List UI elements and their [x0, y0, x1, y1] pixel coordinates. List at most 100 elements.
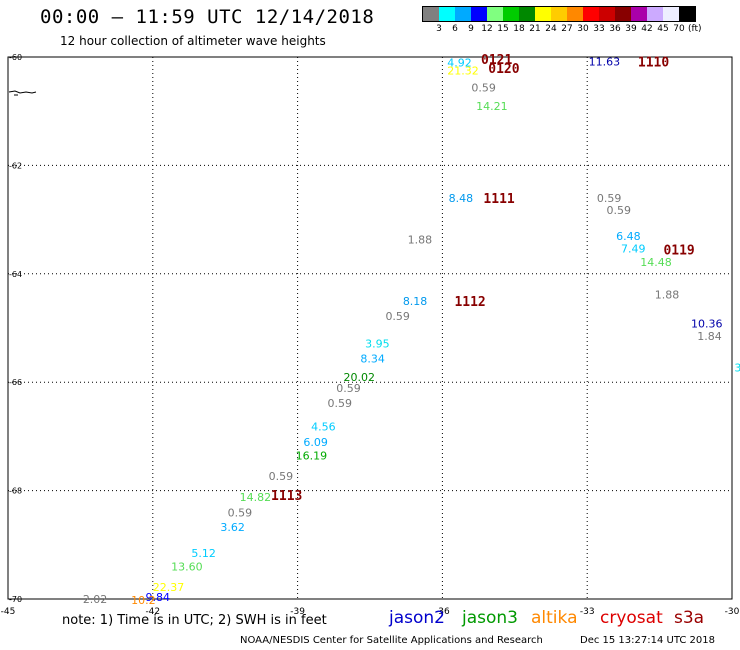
pass-time-label: 1111	[483, 192, 514, 207]
legend-label: 36	[609, 24, 621, 34]
wave-height-label: 9.84	[146, 591, 171, 604]
wave-height-label: 0.59	[228, 506, 253, 519]
legend-swatch	[631, 7, 647, 21]
wave-height-label: 6.48	[616, 230, 641, 243]
generated-timestamp: Dec 15 13:27:14 UTC 2018	[580, 635, 715, 646]
wave-height-label: 13.60	[171, 560, 203, 573]
legend-label: 39	[625, 24, 637, 34]
pass-time-label: 0121	[481, 53, 512, 68]
legend-swatch	[439, 7, 455, 21]
wave-height-label: 10.2	[131, 594, 156, 607]
wave-height-label: 11.63	[589, 55, 621, 68]
lat-tick-label: -62	[9, 161, 22, 170]
legend-label: 24	[545, 24, 557, 34]
wave-height-label: 8.34	[360, 352, 385, 365]
legend-label: 21	[529, 24, 541, 34]
lat-tick-label: -68	[9, 487, 22, 496]
footnote: note: 1) Time is in UTC; 2) SWH is in fe…	[62, 613, 327, 628]
legend-swatch	[679, 7, 695, 21]
wave-height-label: 3.8	[734, 362, 740, 375]
legend-label: 9	[468, 24, 474, 34]
wave-height-label: 16.19	[296, 449, 328, 462]
wave-height-label: 14.82	[240, 491, 272, 504]
wave-height-label: 0.59	[269, 470, 294, 483]
map-title: 00:00 – 11:59 UTC 12/14/2018	[40, 6, 375, 28]
pass-time-label: 0119	[663, 243, 694, 258]
lon-tick-label: -45	[1, 607, 16, 617]
legend-label: 30	[577, 24, 589, 34]
legend-label: 33	[593, 24, 605, 34]
wave-height-label: 3.62	[220, 521, 245, 534]
wave-height-label: 10.36	[691, 318, 723, 331]
lat-tick-label: -66	[9, 378, 22, 387]
lat-tick-label: -64	[9, 270, 22, 279]
legend-label: 18	[513, 24, 525, 34]
pass-time-label: 0120	[488, 62, 519, 77]
color-scale-labels: 3 6 9 12 15 18 21 24 27 30 33 36 39 42 45 70 (ft)	[422, 22, 701, 36]
legend-label: 6	[452, 24, 458, 34]
legend-swatch	[599, 7, 615, 21]
wave-height-label: 0.59	[336, 382, 361, 395]
legend-swatch	[503, 7, 519, 21]
legend-swatch	[455, 7, 471, 21]
wave-height-label: 1.88	[408, 234, 433, 247]
lon-tick-label: -42	[145, 607, 160, 617]
island-outline	[8, 90, 37, 96]
lon-tick-label: -30	[725, 607, 740, 617]
legend-swatch	[535, 7, 551, 21]
legend-unit: (ft)	[688, 24, 702, 34]
map-subtitle: 12 hour collection of altimeter wave hei…	[60, 34, 326, 48]
legend-label: 42	[641, 24, 653, 34]
legend-swatch	[663, 7, 679, 21]
lat-tick-label: -60	[9, 53, 22, 62]
wave-height-label: 20.02	[343, 371, 375, 384]
legend-label: 3	[436, 24, 442, 34]
legend-swatch	[519, 7, 535, 21]
credit-line: NOAA/NESDIS Center for Satellite Applica…	[240, 635, 543, 646]
legend-label: 70	[673, 24, 685, 34]
lat-tick-label: -70	[9, 595, 22, 604]
wave-height-label: 0.59	[471, 81, 496, 94]
legend-swatch	[567, 7, 583, 21]
satellite-altika: altika	[531, 608, 578, 628]
wave-height-label: 7.49	[621, 242, 646, 255]
legend-label: 15	[497, 24, 509, 34]
legend-swatch	[471, 7, 487, 21]
pass-time-label: 1110	[638, 55, 669, 70]
wave-height-label: 0.59	[385, 310, 410, 323]
satellite-jason2: jason2	[389, 608, 445, 628]
legend-swatch	[487, 7, 503, 21]
legend-swatch	[583, 7, 599, 21]
wave-height-label: 0.59	[597, 192, 622, 205]
wave-height-label: 6.09	[303, 436, 328, 449]
color-scale-swatches	[422, 6, 696, 22]
wave-height-label: 8.18	[403, 295, 428, 308]
legend-label: 27	[561, 24, 573, 34]
wave-height-label: 14.48	[640, 256, 672, 269]
map-frame	[7, 56, 733, 600]
wave-height-label: 8.48	[449, 192, 474, 205]
lon-tick-label: -36	[435, 607, 450, 617]
wave-height-label: 21.32	[447, 65, 479, 78]
satellite-jason3: jason3	[462, 608, 518, 628]
wave-height-label: 14.21	[476, 100, 508, 113]
wave-height-label: 4.92	[447, 56, 472, 69]
legend-swatch	[615, 7, 631, 21]
wave-height-label: 0.59	[607, 204, 632, 217]
wave-height-label: 0.59	[328, 397, 353, 410]
lon-tick-label: -33	[580, 607, 595, 617]
wave-height-label: 1.88	[655, 288, 680, 301]
wave-height-label: 3.95	[365, 338, 390, 351]
wave-height-label: 1.84	[697, 330, 722, 343]
color-scale-legend: 3 6 9 12 15 18 21 24 27 30 33 36 39 42 45 70 (ft)	[422, 6, 702, 36]
legend-label: 12	[481, 24, 493, 34]
legend-swatch	[423, 7, 439, 21]
wave-height-label: 2.02	[83, 593, 108, 606]
satellite-s3a: s3a	[674, 608, 705, 628]
pass-time-label: 1112	[454, 295, 485, 310]
wave-height-label: 22.37	[153, 581, 185, 594]
lon-tick-label: -39	[290, 607, 305, 617]
pass-time-label: 1113	[271, 489, 302, 504]
satellite-cryosat: cryosat	[600, 608, 663, 628]
